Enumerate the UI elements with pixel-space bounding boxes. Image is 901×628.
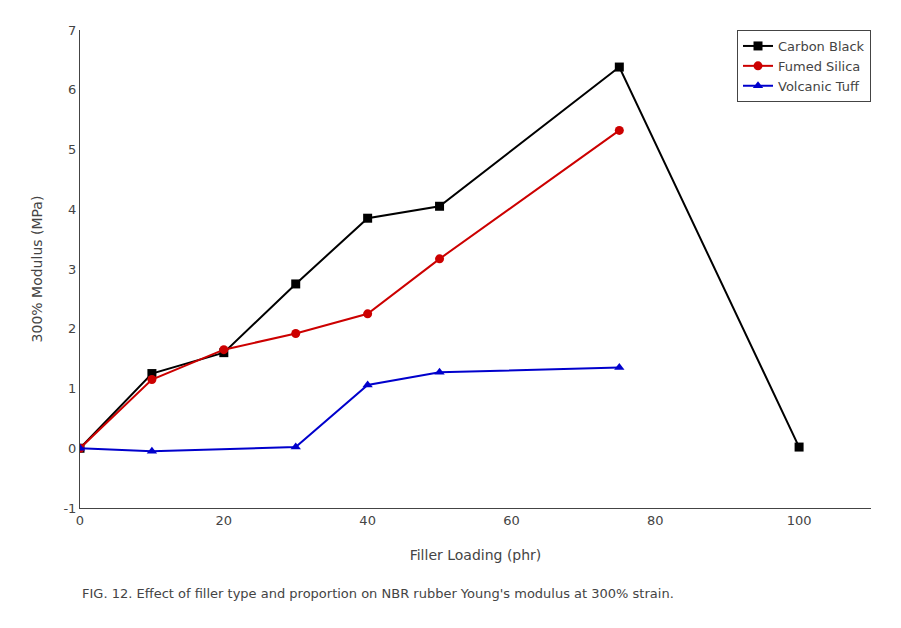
svg-text:100: 100 xyxy=(787,513,812,528)
svg-text:60: 60 xyxy=(503,513,520,528)
svg-text:4: 4 xyxy=(68,202,76,217)
svg-text:1: 1 xyxy=(68,381,76,396)
svg-text:Volcanic Tuff: Volcanic Tuff xyxy=(778,79,860,94)
svg-text:0: 0 xyxy=(76,513,84,528)
svg-text:2: 2 xyxy=(68,321,76,336)
svg-text:Filler Loading (phr): Filler Loading (phr) xyxy=(410,547,542,563)
svg-text:20: 20 xyxy=(216,513,233,528)
svg-text:300% Modulus (MPa): 300% Modulus (MPa) xyxy=(29,196,45,343)
svg-text:7: 7 xyxy=(68,23,76,38)
svg-text:5: 5 xyxy=(68,142,76,157)
svg-text:80: 80 xyxy=(647,513,664,528)
svg-text:3: 3 xyxy=(68,262,76,277)
svg-text:-1: -1 xyxy=(63,501,76,516)
svg-text:6: 6 xyxy=(68,82,76,97)
svg-text:0: 0 xyxy=(68,441,76,456)
svg-text:40: 40 xyxy=(359,513,376,528)
svg-text:Fumed Silica: Fumed Silica xyxy=(778,59,860,74)
svg-text:Carbon Black: Carbon Black xyxy=(778,39,865,54)
svg-text:FIG. 12. Effect of filler type: FIG. 12. Effect of filler type and propo… xyxy=(82,586,674,601)
